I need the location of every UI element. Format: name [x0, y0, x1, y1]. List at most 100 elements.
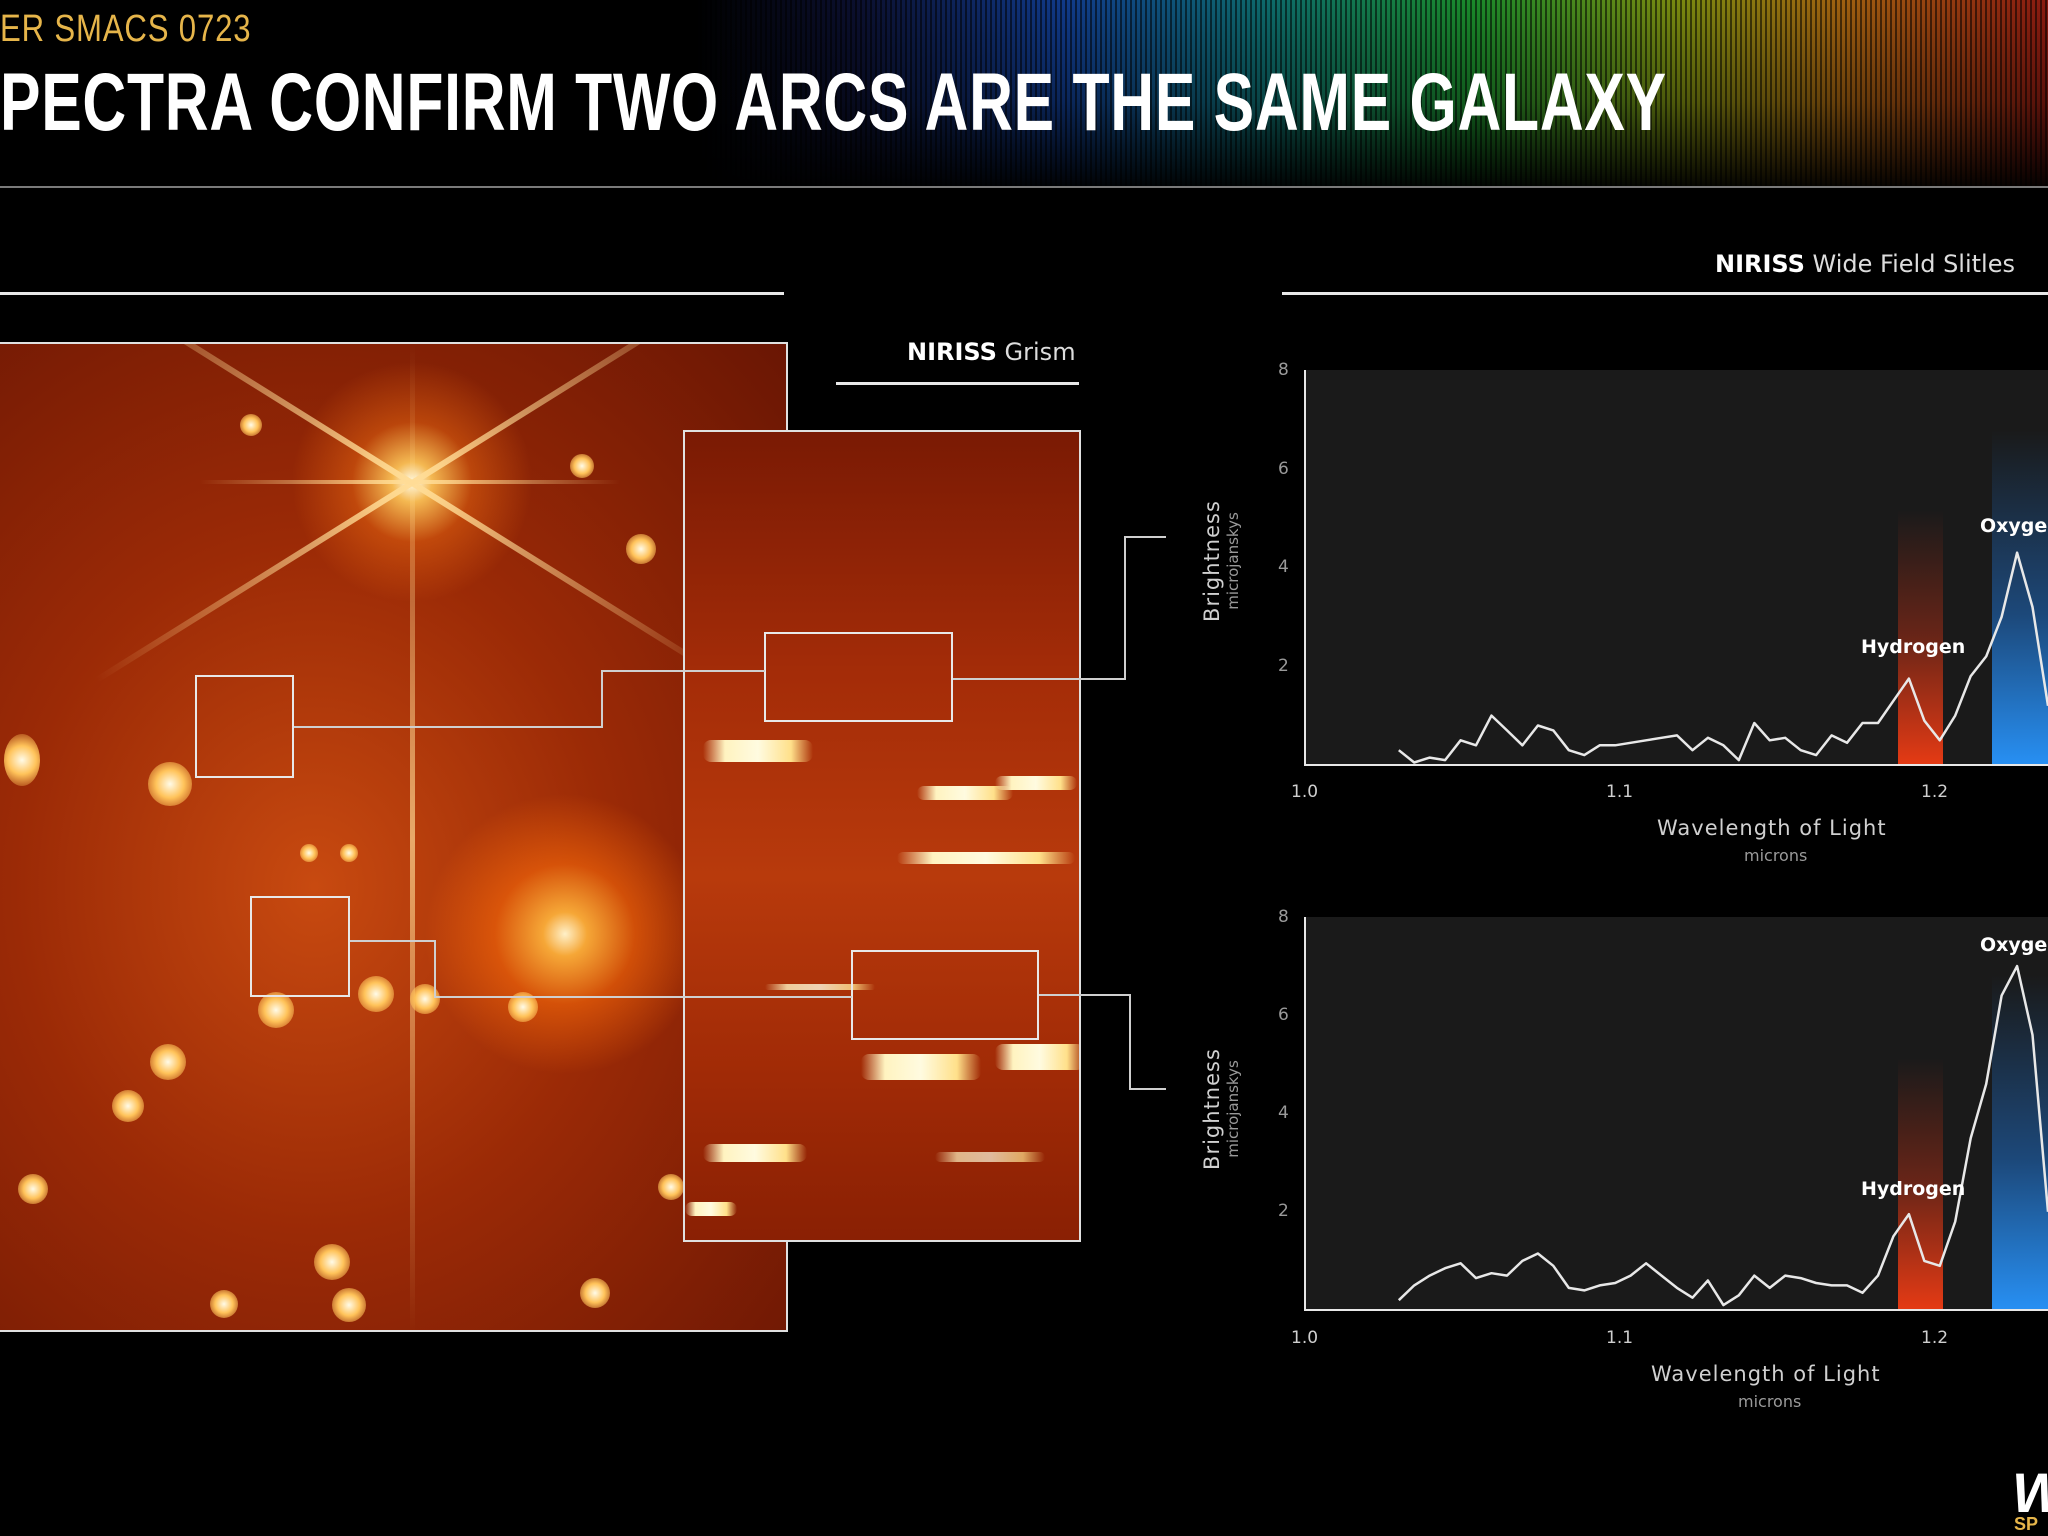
y-tick-label: 2 [1278, 656, 1289, 676]
spectral-streak [995, 776, 1077, 790]
y-tick-label: 4 [1278, 557, 1289, 577]
hydrogen-band [1898, 1058, 1943, 1310]
galaxy [658, 1174, 684, 1200]
y-axis-title: Brightness [1200, 500, 1224, 622]
agency-logo: W [2012, 1460, 2048, 1525]
galaxy [570, 454, 594, 478]
y-axis-title: Brightness [1200, 1048, 1224, 1170]
y-tick-label: 8 [1278, 360, 1289, 380]
hydrogen-label: Hydrogen [1861, 636, 1966, 658]
y-axis-unit: microjanskys [1224, 1060, 1242, 1158]
y-tick-label: 4 [1278, 1103, 1289, 1123]
x-axis-title: Wavelength of Light [1657, 816, 1887, 840]
spectrum-line [1397, 964, 2048, 1307]
connector-line [350, 940, 436, 942]
grism-rule [836, 382, 1079, 385]
deep-field-image [0, 342, 788, 1332]
y-axis-label: Brightness microjanskys [1200, 496, 1242, 626]
connector-line [1124, 536, 1166, 538]
oxygen-label: Oxyger [1980, 515, 2048, 537]
spectral-streak [861, 1054, 981, 1080]
y-axis [1304, 370, 1306, 766]
galaxy [314, 1244, 350, 1280]
arc-callout-lower-image [250, 896, 350, 997]
x-tick-label: 1.0 [1291, 782, 1319, 802]
page-title: PECTRA CONFIRM TWO ARCS ARE THE SAME GAL… [0, 57, 1667, 148]
wfss-label-rest: Wide Field Slitles [1804, 250, 2015, 278]
header-divider [0, 186, 2048, 188]
connector-line [1129, 1088, 1166, 1090]
galaxy [240, 414, 262, 436]
y-tick-label: 2 [1278, 1201, 1289, 1221]
grism-label-bold: NIRISS [907, 338, 997, 366]
oxygen-band [1992, 975, 2048, 1310]
agency-logo-subtext: SP [2014, 1514, 2039, 1534]
oxygen-band [1992, 430, 2048, 765]
galaxy [210, 1290, 238, 1318]
x-axis [1304, 764, 2048, 766]
galaxy [18, 1174, 48, 1204]
galaxy [358, 976, 394, 1012]
spectral-streak [995, 1044, 1079, 1070]
spectrum-plot-upper [1398, 551, 2048, 764]
wfss-label: NIRISS Wide Field Slitles [1715, 250, 2015, 278]
galaxy [340, 844, 358, 862]
arc-callout-upper-grism [764, 632, 953, 722]
grism-label: NIRISS Grism [907, 338, 1076, 366]
y-tick-label: 8 [1278, 907, 1289, 927]
grism-label-rest: Grism [996, 338, 1076, 366]
grism-spectral-image [683, 430, 1081, 1242]
connector-line [601, 670, 765, 672]
spectral-streak [935, 1152, 1045, 1162]
x-tick-label: 1.2 [1921, 782, 1949, 802]
galaxy [150, 1044, 186, 1080]
connector-line [434, 996, 852, 998]
left-section-rule [0, 292, 784, 295]
connector-line [1129, 994, 1131, 1090]
connector-line [601, 670, 603, 728]
galaxy [580, 1278, 610, 1308]
arc-callout-upper-image [195, 675, 294, 778]
x-tick-label: 1.0 [1291, 1328, 1319, 1348]
galaxy [148, 762, 192, 806]
arc-callout-lower-grism [851, 950, 1039, 1040]
y-axis-unit: microjanskys [1224, 512, 1242, 610]
galaxy [4, 734, 40, 786]
spectral-streak [703, 1144, 807, 1162]
spectral-streak [897, 852, 1075, 864]
x-axis [1304, 1309, 2048, 1311]
spectrum-line [1398, 551, 2048, 764]
hydrogen-label: Hydrogen [1861, 1178, 1966, 1200]
galaxy [258, 992, 294, 1028]
spectral-streak [917, 786, 1013, 800]
spectrum-plot-lower [1397, 964, 2048, 1307]
y-axis [1304, 917, 1306, 1311]
x-tick-label: 1.1 [1606, 1328, 1634, 1348]
header-fade [0, 0, 2048, 186]
connector-line [953, 678, 1126, 680]
wfss-label-bold: NIRISS [1715, 250, 1805, 278]
y-tick-label: 6 [1278, 1005, 1289, 1025]
galaxy [112, 1090, 144, 1122]
y-tick-label: 6 [1278, 459, 1289, 479]
oxygen-label: Oxyger [1980, 934, 2048, 956]
galaxy [300, 844, 318, 862]
spectral-streak [765, 984, 875, 990]
x-axis-unit: microns [1738, 1392, 1802, 1411]
y-axis-label: Brightness microjanskys [1200, 1044, 1242, 1174]
galaxy [626, 534, 656, 564]
connector-line [294, 726, 603, 728]
x-axis-title: Wavelength of Light [1651, 1362, 1881, 1386]
x-tick-label: 1.2 [1921, 1328, 1949, 1348]
spectral-streak [703, 740, 813, 762]
hydrogen-band [1898, 510, 1943, 765]
connector-line [1124, 536, 1126, 680]
galaxy [332, 1288, 366, 1322]
x-axis-unit: microns [1744, 846, 1808, 865]
x-tick-label: 1.1 [1606, 782, 1634, 802]
star-spike [410, 344, 415, 1330]
connector-line [1039, 994, 1131, 996]
connector-line [434, 940, 436, 998]
kicker-text: ER SMACS 0723 [0, 8, 252, 50]
right-section-rule [1282, 292, 2048, 295]
